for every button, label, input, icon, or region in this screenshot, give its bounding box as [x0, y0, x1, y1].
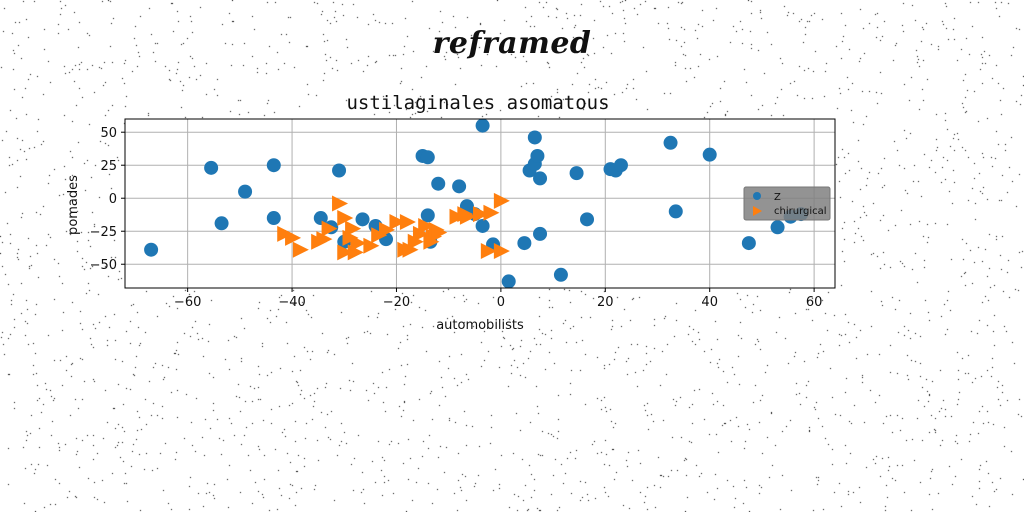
z-point: [266, 158, 281, 173]
y-tick-label: −25: [90, 225, 117, 240]
legend-marker-z: [753, 192, 761, 200]
z-point: [533, 226, 548, 241]
z-point: [475, 218, 490, 233]
x-tick-label: −20: [383, 295, 410, 310]
chirurgical-point: [363, 237, 380, 254]
chirurgical-point: [412, 225, 429, 242]
legend-label-chirurgical: chirurgical: [774, 206, 827, 217]
axis-ticks: −60 −40 −20 0 20 40 60 −50 −25 0 25 50: [90, 126, 823, 310]
chirurgical-point: [431, 224, 448, 241]
z-point: [553, 267, 568, 282]
z-point: [533, 171, 548, 186]
legend-label-z: Z: [774, 192, 781, 203]
z-point: [313, 211, 328, 226]
chirurgical-point: [493, 243, 510, 260]
z-point: [332, 163, 347, 178]
x-tick-label: 20: [597, 295, 614, 310]
x-tick-label: 60: [806, 295, 823, 310]
x-axis-label: automobilists: [436, 318, 524, 333]
legend-marker-chirurgical: [753, 206, 762, 216]
z-point: [770, 220, 785, 235]
z-point: [452, 179, 467, 194]
z-point: [527, 130, 542, 145]
z-point: [431, 176, 446, 191]
chirurgical-point: [402, 241, 419, 258]
chirurgical-point: [483, 204, 500, 221]
chirurgical-point: [407, 233, 424, 250]
chirurgical-point: [418, 217, 435, 234]
y-axis-label: pomades: [66, 175, 81, 235]
x-tick-label: 40: [701, 295, 718, 310]
plot-area: [125, 119, 835, 288]
chirurgical-point: [345, 220, 362, 237]
y-tick-label: 25: [100, 159, 117, 174]
chirurgical-point: [337, 244, 354, 261]
y-tick-label: 50: [100, 126, 117, 141]
z-point: [144, 242, 159, 257]
chirurgical-point: [316, 231, 333, 248]
chirurgical-point: [379, 221, 396, 238]
z-point: [741, 236, 756, 251]
series-chirurgical-points: [277, 192, 510, 261]
chirurgical-point: [480, 243, 497, 260]
z-point: [501, 274, 516, 289]
chirurgical-point: [350, 235, 367, 252]
chart-title: ustilaginales asomatous: [346, 92, 609, 114]
plot-frame: [124, 118, 836, 289]
z-point: [663, 135, 678, 150]
y-tick-label: −50: [90, 258, 117, 273]
z-point: [214, 216, 229, 231]
chirurgical-point: [399, 213, 416, 230]
z-point: [355, 212, 370, 227]
z-point: [266, 211, 281, 226]
legend: Z chirurgical: [743, 186, 831, 221]
legend-box: [743, 186, 831, 221]
z-point: [668, 204, 683, 219]
chirurgical-point: [493, 192, 510, 209]
z-point: [517, 236, 532, 251]
z-point: [702, 147, 717, 162]
figure-suptitle: reframed: [432, 26, 592, 61]
z-point: [238, 184, 253, 199]
x-tick-label: −60: [174, 295, 201, 310]
chirurgical-point: [285, 229, 302, 246]
z-point: [580, 212, 595, 227]
z-point: [569, 166, 584, 181]
chirurgical-point: [332, 195, 349, 212]
chirurgical-point: [389, 213, 406, 230]
chirurgical-point: [473, 206, 489, 223]
z-point: [420, 150, 435, 165]
chirurgical-point: [321, 220, 338, 237]
z-point: [530, 148, 545, 163]
z-point: [475, 118, 490, 133]
x-tick-label: −40: [278, 295, 305, 310]
z-point: [613, 158, 628, 173]
z-point: [420, 208, 435, 223]
z-point: [204, 160, 219, 175]
chirurgical-point: [459, 208, 476, 225]
chirurgical-point: [337, 210, 354, 227]
chirurgical-point: [292, 241, 309, 258]
y-tick-label: 0: [109, 192, 117, 207]
x-tick-label: 0: [497, 295, 505, 310]
